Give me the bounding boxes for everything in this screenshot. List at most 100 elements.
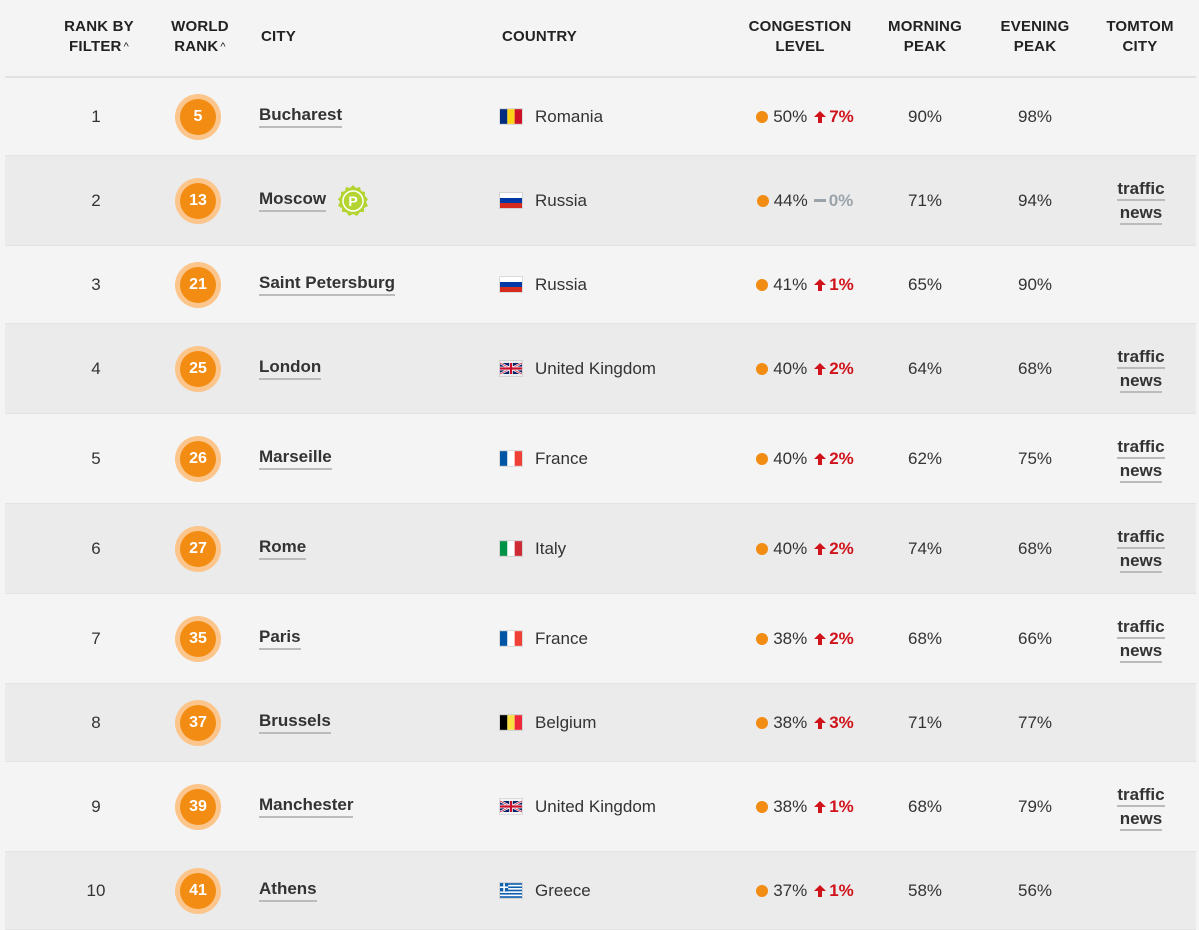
header-evening-peak[interactable]: EVENING PEAK — [1000, 18, 1070, 55]
congestion-dot-icon — [756, 110, 769, 123]
country-cell: Greece — [499, 852, 591, 929]
table-row: 6 27 Rome Italy 40% 2% 74% 68% traffic news — [5, 504, 1196, 594]
rank-by-filter: 3 — [91, 274, 101, 294]
table-header: RANK BY FILTER ^ WORLD RANK ^ CITY COUNTRY… — [5, 0, 1196, 78]
world-rank-badge: 5 — [175, 93, 221, 140]
change-value: 1% — [829, 880, 854, 900]
congestion-cell: 38% 3% — [705, 684, 905, 761]
traffic-news-link[interactable]: traffic news — [1117, 615, 1165, 663]
congestion-change: 7% — [813, 107, 854, 127]
city-link[interactable]: London — [259, 357, 322, 380]
world-rank-value: 25 — [180, 350, 216, 387]
traffic-news-line2: news — [1119, 203, 1163, 225]
country-name: France — [535, 628, 588, 648]
arrow-up-icon — [813, 278, 829, 292]
city-link[interactable]: Manchester — [259, 795, 354, 818]
table-row: 8 37 Brussels Belgium 38% 3% 71% 77% — [5, 684, 1196, 762]
city-link[interactable]: Saint Petersburg — [259, 273, 396, 296]
congestion-change: 2% — [813, 449, 854, 469]
table-row: 4 25 London United Kingdom 40% 2% 64% 68% traffi… — [5, 324, 1196, 414]
traffic-news-line1: traffic — [1117, 179, 1165, 201]
world-rank-cell: 21 — [175, 246, 221, 323]
arrow-up-icon — [813, 632, 829, 646]
traffic-news-link[interactable]: traffic news — [1117, 525, 1165, 573]
world-rank-cell: 13 — [175, 156, 221, 245]
table-row: 7 35 Paris France 38% 2% 68% 66% traffic news — [5, 594, 1196, 684]
congestion-change: 3% — [813, 713, 854, 733]
parking-icon: P — [336, 184, 370, 218]
congestion-cell: 40% 2% — [705, 324, 905, 413]
arrow-up-icon — [813, 362, 829, 376]
congestion-dot-icon — [756, 632, 769, 645]
traffic-news-line2: news — [1119, 641, 1163, 663]
tomtom-city-cell: traffic news — [1095, 324, 1187, 413]
world-rank-badge: 26 — [175, 435, 221, 482]
city-link[interactable]: Bucharest — [259, 105, 343, 128]
flag-uk-icon — [499, 360, 523, 377]
arrow-up-icon — [813, 800, 829, 814]
city-cell: Rome — [259, 504, 307, 593]
country-cell: United Kingdom — [499, 762, 656, 851]
traffic-news-link[interactable]: traffic news — [1117, 783, 1165, 831]
tomtom-city-cell — [1095, 852, 1187, 929]
congestion-value: 40% — [773, 538, 808, 558]
traffic-news-link[interactable]: traffic news — [1117, 345, 1165, 393]
country-name: Romania — [535, 106, 604, 126]
congestion-value: 38% — [773, 796, 808, 816]
city-link[interactable]: Athens — [259, 879, 317, 902]
traffic-news-line2: news — [1119, 461, 1163, 483]
tomtom-city-cell: traffic news — [1095, 594, 1187, 683]
world-rank-value: 41 — [180, 872, 216, 909]
traffic-news-link[interactable]: traffic news — [1117, 435, 1165, 483]
flag-be-icon — [499, 714, 523, 731]
traffic-news-line2: news — [1119, 371, 1163, 393]
sort-caret-icon: ^ — [123, 41, 129, 53]
flag-it-icon — [499, 540, 523, 557]
tomtom-city-cell: traffic news — [1095, 762, 1187, 851]
city-link[interactable]: Brussels — [259, 711, 331, 734]
congestion-cell: 40% 2% — [705, 504, 905, 593]
country-cell: Belgium — [499, 684, 596, 761]
morning-peak: 90% — [907, 106, 943, 126]
arrow-up-icon — [813, 452, 829, 466]
city-link[interactable]: Rome — [259, 537, 307, 560]
city-link[interactable]: Moscow — [259, 189, 327, 212]
congestion-cell: 44% 0% — [705, 156, 905, 245]
city-link[interactable]: Marseille — [259, 447, 332, 470]
city-cell: Saint Petersburg — [259, 246, 396, 323]
traffic-news-line1: traffic — [1117, 437, 1165, 459]
header-city[interactable]: CITY — [261, 28, 296, 45]
evening-peak: 90% — [1017, 274, 1053, 294]
table-row: 10 41 Athens Greece 37% 1% 58% 56% — [5, 852, 1196, 930]
header-congestion-level[interactable]: CONGESTION LEVEL — [748, 18, 852, 55]
change-value: 7% — [829, 106, 854, 126]
city-cell: Manchester — [259, 762, 354, 851]
flag-fr-icon — [499, 450, 523, 467]
evening-peak: 98% — [1017, 106, 1053, 126]
header-tomtom-city[interactable]: TOMTOM CITY — [1106, 18, 1174, 55]
traffic-news-link[interactable]: traffic news — [1117, 177, 1165, 225]
country-name: Italy — [535, 538, 567, 558]
congestion-value: 37% — [773, 880, 808, 900]
congestion-change: 2% — [813, 359, 854, 379]
congestion-dot-icon — [756, 716, 769, 729]
header-country[interactable]: COUNTRY — [502, 28, 578, 45]
header-world-rank[interactable]: WORLD RANK ^ — [155, 17, 245, 57]
city-link[interactable]: Paris — [259, 627, 301, 650]
tomtom-city-cell: traffic news — [1095, 414, 1187, 503]
arrow-up-icon — [813, 716, 829, 730]
world-rank-badge: 37 — [175, 699, 221, 746]
country-cell: Romania — [499, 78, 603, 155]
country-cell: Russia — [499, 156, 587, 245]
header-rank-by-filter[interactable]: RANK BY FILTER ^ — [53, 17, 145, 57]
morning-peak: 71% — [907, 712, 943, 732]
arrow-up-icon — [813, 884, 829, 898]
header-morning-peak[interactable]: MORNING PEAK — [888, 18, 962, 55]
congestion-change: 1% — [813, 797, 854, 817]
world-rank-badge: 25 — [175, 345, 221, 392]
evening-peak: 75% — [1017, 448, 1053, 468]
world-rank-cell: 39 — [175, 762, 221, 851]
country-cell: France — [499, 594, 588, 683]
congestion-dot-icon — [756, 362, 769, 375]
tomtom-city-cell — [1095, 246, 1187, 323]
